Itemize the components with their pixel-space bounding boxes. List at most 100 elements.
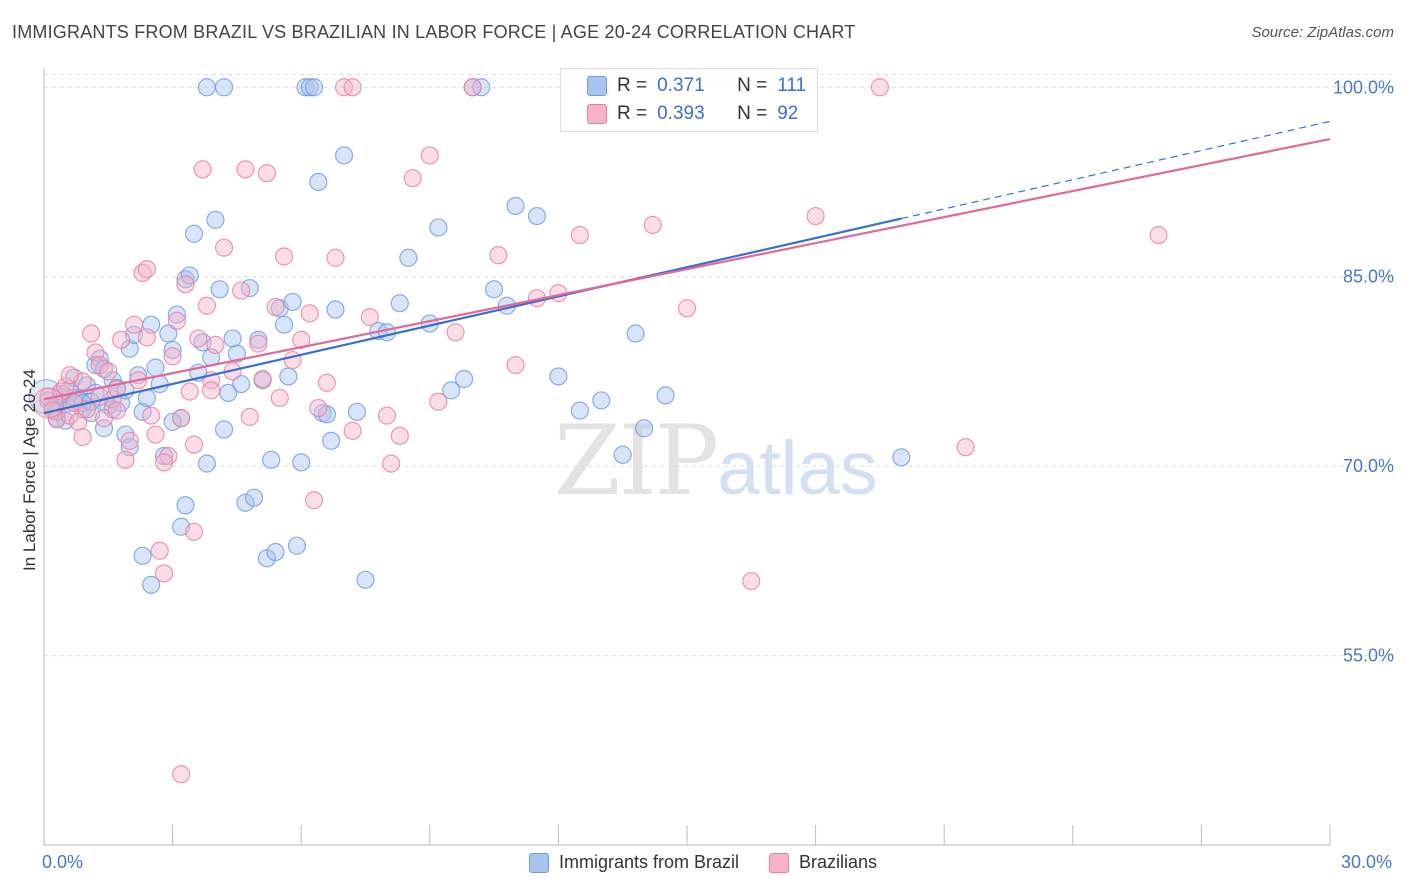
data-point	[283, 350, 302, 370]
data-point	[146, 425, 165, 444]
data-point	[107, 401, 126, 420]
data-point	[309, 398, 328, 418]
data-point	[956, 438, 975, 457]
trend-line-extension	[901, 120, 1331, 220]
data-point	[154, 564, 174, 583]
data-point	[527, 206, 547, 226]
data-point	[167, 305, 186, 324]
data-point	[390, 426, 409, 445]
n-value: 92	[777, 103, 799, 124]
y-axis-label: In Labor Force | Age 20-24	[20, 369, 39, 571]
data-point	[236, 160, 255, 179]
data-point	[274, 315, 294, 334]
legend-item-immigrants-from-brazil[interactable]: Immigrants from Brazil	[528, 852, 739, 873]
r-label: R =	[617, 75, 648, 96]
r-label: R =	[617, 103, 648, 124]
data-point	[249, 334, 268, 353]
data-point	[142, 575, 161, 594]
stats-row-brazilians: R = 0.393 N = 92	[587, 103, 798, 125]
data-point	[489, 246, 508, 265]
data-point	[382, 454, 401, 473]
data-point	[485, 280, 504, 299]
data-point	[163, 347, 182, 366]
stats-legend: R = 0.371 N = 111 R = 0.393 N = 92	[560, 68, 818, 132]
data-point	[262, 450, 281, 469]
data-point	[189, 329, 208, 348]
data-point	[206, 210, 225, 229]
data-point	[94, 419, 114, 438]
data-point	[184, 522, 204, 541]
data-point	[270, 388, 289, 408]
pink-swatch-icon	[769, 852, 789, 873]
trend-lines	[43, 120, 1331, 415]
data-point	[154, 453, 174, 472]
legend-item-brazilians[interactable]: Brazilians	[769, 852, 877, 873]
data-point	[82, 324, 101, 343]
data-point	[197, 78, 216, 97]
axes	[43, 68, 1331, 846]
chart-source: Source: ZipAtlas.com	[1251, 24, 1394, 41]
r-value: 0.371	[657, 75, 705, 96]
data-point	[163, 340, 182, 360]
data-point	[317, 373, 337, 392]
data-point	[343, 78, 362, 97]
data-point	[806, 206, 825, 226]
data-point	[454, 369, 474, 389]
data-point	[279, 367, 298, 386]
data-point	[253, 369, 272, 389]
data-point	[133, 402, 152, 421]
data-point	[214, 420, 234, 439]
data-point	[142, 406, 161, 425]
data-point	[677, 299, 697, 318]
data-point	[274, 247, 294, 266]
chart-title: IMMIGRANTS FROM BRAZIL VS BRAZILIAN IN L…	[12, 22, 856, 42]
data-point	[506, 196, 525, 216]
data-point	[377, 406, 397, 425]
data-point	[116, 450, 135, 469]
data-point	[309, 172, 328, 192]
data-point	[257, 164, 277, 183]
data-point	[343, 421, 362, 440]
data-point	[133, 546, 152, 565]
y-tick-label: 55.0%	[1343, 646, 1394, 666]
data-point	[60, 366, 79, 385]
data-point	[326, 300, 345, 319]
data-point	[570, 401, 589, 420]
data-point	[300, 304, 319, 323]
data-point	[236, 493, 255, 512]
data-point	[232, 374, 251, 394]
data-point	[429, 392, 448, 411]
data-point	[266, 297, 285, 317]
series-legend: Immigrants from Brazil Brazilians	[0, 852, 1406, 873]
data-point	[214, 238, 234, 257]
data-point	[326, 248, 345, 267]
data-point	[377, 323, 397, 342]
data-point	[334, 146, 354, 165]
n-label: N =	[737, 103, 768, 124]
data-point	[283, 292, 302, 312]
data-point	[120, 431, 139, 450]
data-point	[184, 224, 204, 243]
watermark-atlas: atlas	[717, 426, 878, 511]
data-point	[154, 446, 174, 466]
series-immigrants-from-brazil	[28, 78, 911, 594]
y-tick-labels: 55.0% 70.0% 85.0% 100.0%	[1333, 77, 1394, 665]
data-point	[176, 496, 195, 515]
blue-swatch-icon	[587, 76, 607, 96]
data-point	[240, 407, 259, 426]
data-point	[99, 362, 118, 381]
y-tick-label: 70.0%	[1343, 456, 1394, 476]
data-point	[163, 412, 182, 432]
data-point	[643, 215, 662, 235]
data-point	[287, 536, 307, 555]
data-point	[180, 382, 199, 401]
data-point	[347, 402, 367, 421]
trend-line-brazilians	[43, 137, 1331, 401]
data-point	[172, 765, 191, 784]
data-point	[292, 330, 311, 349]
data-point	[390, 294, 409, 313]
data-point	[870, 78, 890, 97]
data-point	[300, 78, 319, 97]
data-point	[360, 308, 379, 327]
data-point	[549, 367, 568, 386]
